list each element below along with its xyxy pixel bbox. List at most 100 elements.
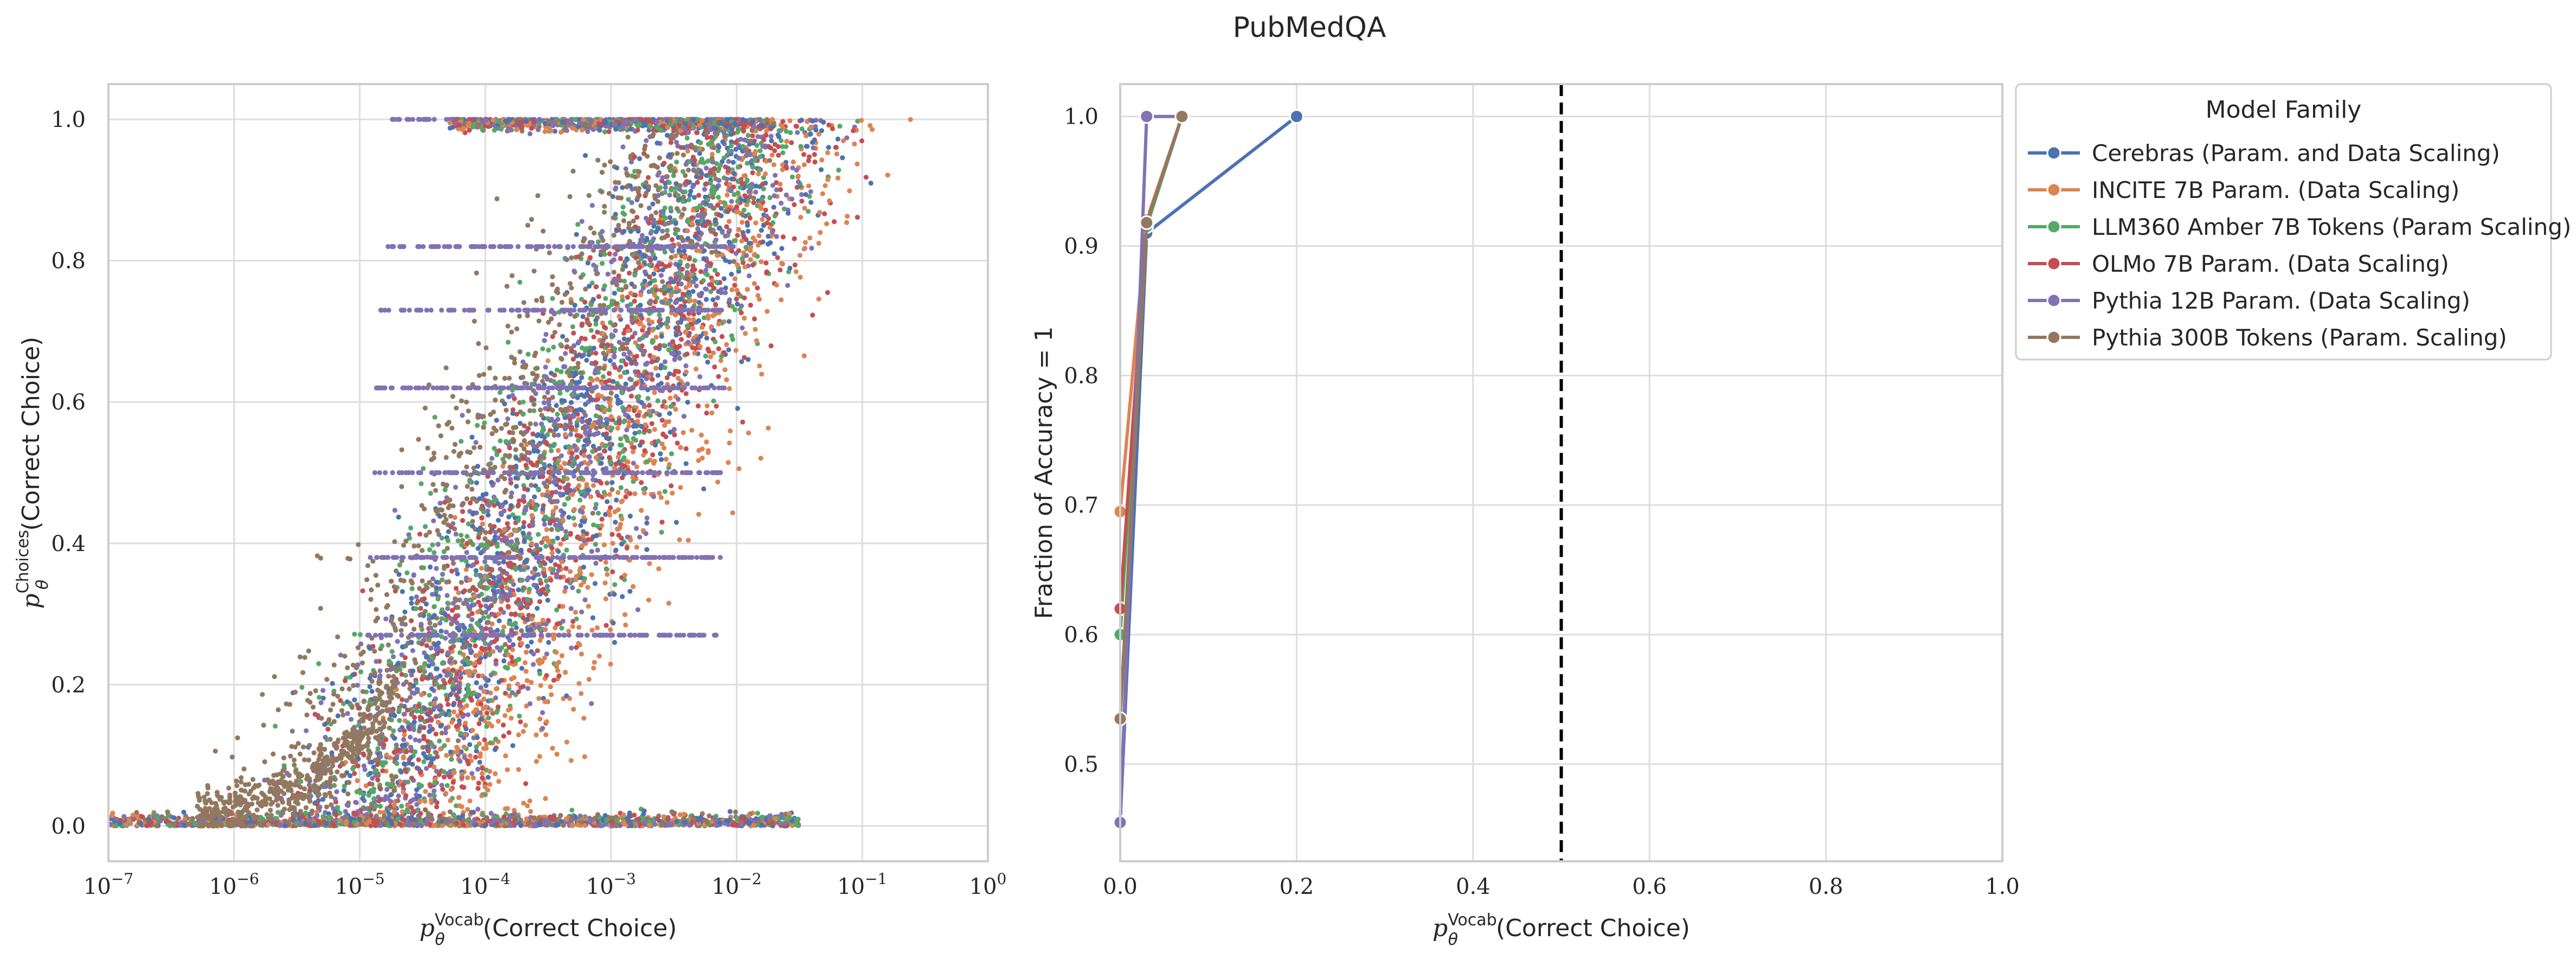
scatter-point bbox=[811, 145, 816, 151]
scatter-point bbox=[696, 292, 702, 297]
scatter-point bbox=[549, 448, 554, 453]
scatter-point bbox=[451, 638, 457, 644]
scatter-point bbox=[612, 639, 618, 645]
scatter-point bbox=[304, 712, 310, 718]
scatter-point bbox=[653, 210, 659, 215]
scatter-point bbox=[401, 542, 407, 548]
scatter-point bbox=[487, 529, 493, 535]
scatter-point bbox=[664, 375, 670, 381]
scatter-point bbox=[576, 641, 581, 646]
scatter-point bbox=[445, 783, 450, 788]
scatter-point bbox=[711, 172, 717, 177]
scatter-point bbox=[785, 283, 791, 288]
scatter-point bbox=[420, 745, 426, 750]
scatter-point bbox=[908, 117, 913, 122]
scatter-point bbox=[755, 254, 760, 259]
scatter-point bbox=[502, 401, 508, 407]
scatter-point bbox=[516, 587, 521, 593]
scatter-point bbox=[658, 495, 664, 500]
scatter-point bbox=[401, 761, 407, 766]
scatter-point bbox=[545, 584, 550, 589]
scatter-point bbox=[611, 257, 616, 263]
scatter-point bbox=[783, 192, 789, 198]
scatter-point bbox=[509, 676, 514, 682]
scatter-point bbox=[401, 663, 407, 669]
scatter-point bbox=[467, 798, 473, 804]
scatter-point bbox=[587, 381, 593, 387]
scatter-point bbox=[772, 213, 778, 219]
scatter-point bbox=[710, 313, 716, 318]
scatter-point bbox=[500, 457, 506, 462]
scatter-point bbox=[498, 438, 503, 444]
scatter-point bbox=[586, 537, 591, 542]
scatter-point bbox=[649, 421, 654, 426]
scatter-point bbox=[510, 393, 516, 398]
scatter-point bbox=[685, 236, 691, 241]
scatter-point bbox=[497, 390, 503, 395]
scatter-point bbox=[497, 448, 502, 453]
scatter-point bbox=[774, 234, 779, 239]
scatter-point bbox=[540, 618, 546, 623]
scatter-point bbox=[369, 689, 375, 694]
scatter-point bbox=[422, 596, 427, 601]
scatter-point bbox=[346, 686, 352, 692]
scatter-point bbox=[644, 138, 649, 143]
scatter-point bbox=[506, 620, 512, 626]
scatter-point bbox=[584, 482, 589, 487]
scatter-point bbox=[593, 560, 599, 566]
scatter-point bbox=[448, 514, 453, 519]
scatter-point bbox=[744, 149, 749, 154]
scatter-point bbox=[763, 207, 768, 213]
scatter-point bbox=[789, 140, 794, 145]
scatter-point bbox=[517, 279, 523, 285]
scatter-point bbox=[704, 335, 710, 341]
scatter-point bbox=[445, 593, 450, 598]
scatter-point bbox=[432, 550, 437, 555]
scatter-point bbox=[569, 455, 574, 460]
scatter-point bbox=[425, 445, 431, 451]
scatter-point bbox=[665, 221, 671, 226]
scatter-point bbox=[766, 241, 771, 247]
scatter-point bbox=[812, 137, 817, 143]
scatter-point bbox=[359, 660, 365, 665]
scatter-point bbox=[499, 585, 505, 590]
scatter-point bbox=[618, 485, 624, 490]
scatter-point bbox=[730, 510, 735, 516]
scatter-point bbox=[642, 448, 647, 453]
scatter-point bbox=[651, 236, 656, 241]
scatter-point bbox=[474, 480, 479, 485]
scatter-point bbox=[779, 260, 785, 266]
scatter-point bbox=[459, 772, 465, 777]
scatter-point bbox=[689, 221, 695, 226]
scatter-point bbox=[579, 354, 584, 359]
scatter-point bbox=[512, 611, 518, 617]
scatter-point bbox=[690, 326, 696, 331]
scatter-point bbox=[563, 351, 568, 356]
scatter-point bbox=[518, 600, 524, 606]
scatter-point bbox=[539, 540, 544, 546]
scatter-point bbox=[464, 399, 469, 405]
scatter-point bbox=[663, 457, 669, 462]
scatter-point bbox=[599, 343, 604, 349]
scatter-point bbox=[558, 342, 563, 348]
scatter-point bbox=[551, 479, 556, 485]
scatter-point bbox=[759, 206, 764, 211]
scatter-point bbox=[623, 264, 628, 269]
scatter-point bbox=[475, 464, 480, 469]
scatter-point bbox=[507, 507, 513, 512]
scatter-point bbox=[509, 715, 514, 721]
scatter-point bbox=[479, 566, 484, 571]
scatter-point bbox=[459, 580, 464, 585]
scatter-point bbox=[559, 653, 564, 658]
scatter-point bbox=[434, 579, 439, 585]
scatter-point bbox=[607, 492, 612, 497]
scatter-point bbox=[741, 173, 747, 178]
scatter-point bbox=[561, 412, 567, 417]
scatter-point bbox=[540, 726, 545, 731]
scatter-point bbox=[634, 545, 639, 550]
scatter-point bbox=[827, 198, 832, 203]
scatter-point bbox=[662, 359, 668, 364]
scatter-point bbox=[540, 507, 545, 512]
scatter-point bbox=[724, 176, 730, 182]
scatter-point bbox=[422, 669, 427, 674]
